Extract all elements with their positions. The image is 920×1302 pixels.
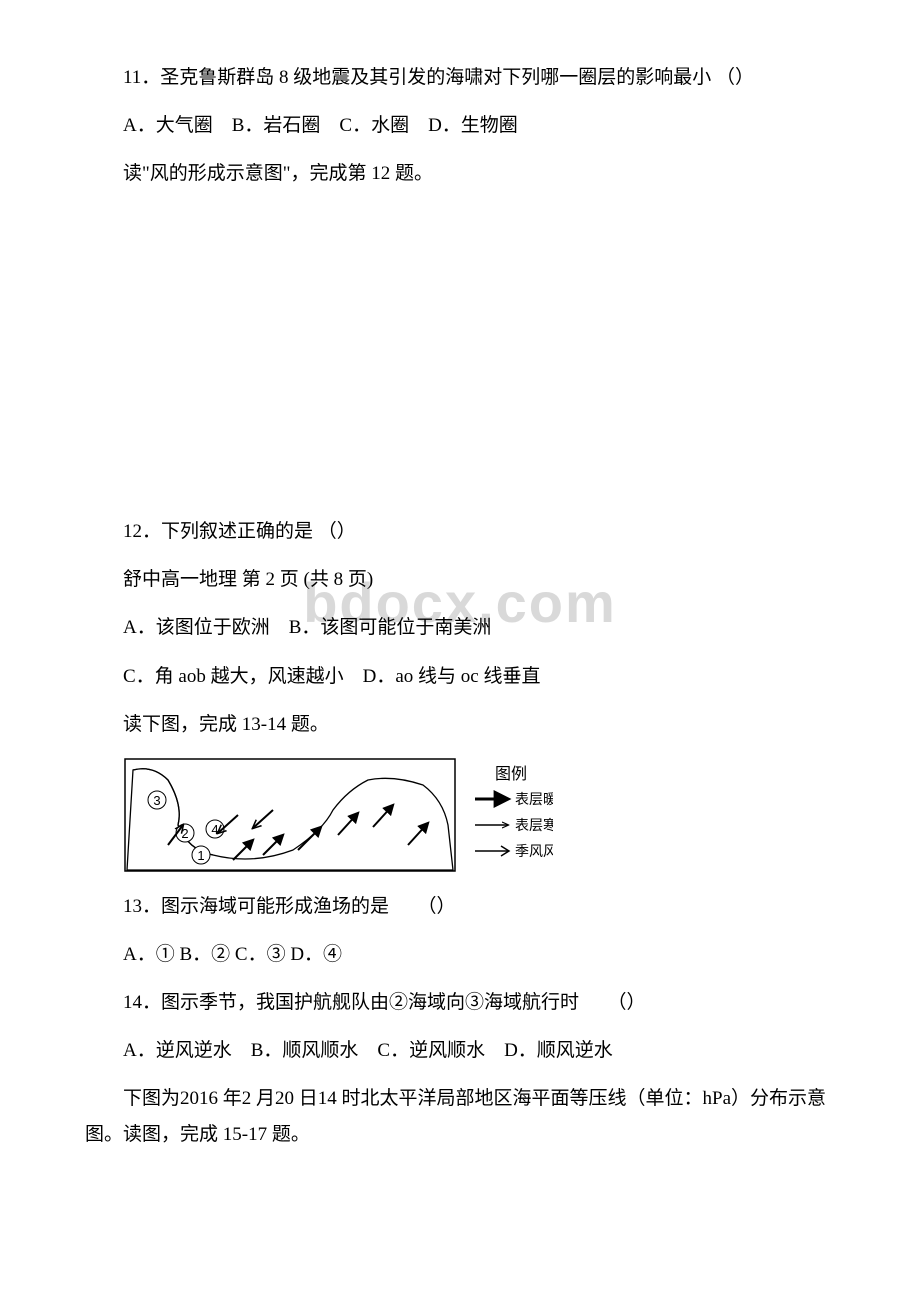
- svg-text:表层寒流: 表层寒流: [515, 817, 553, 834]
- q12-stem: 12．下列叙述正确的是 （）: [85, 514, 835, 550]
- svg-text:2: 2: [181, 826, 188, 841]
- legend-title: 图例: [495, 765, 527, 783]
- ocean-currents-figure: 3 2 4 1: [123, 755, 835, 875]
- q11-options: A．大气圈 B．岩石圈 C．水圈 D．生物圈: [85, 108, 835, 144]
- svg-text:1: 1: [197, 848, 204, 863]
- q12-options-row1: A．该图位于欧洲 B．该图可能位于南美洲: [85, 610, 835, 646]
- q12-options-row2: C．角 aob 越大，风速越小 D．ao 线与 oc 线垂直: [85, 659, 835, 695]
- svg-text:表层暖流: 表层暖流: [515, 792, 553, 808]
- missing-figure-placeholder: [85, 204, 835, 514]
- q15-intro: 下图为2016 年2 月20 日14 时北太平洋局部地区海平面等压线（单位：hP…: [85, 1081, 835, 1153]
- q14-options: A．逆风逆水 B．顺风顺水 C．逆风顺水 D．顺风逆水: [85, 1033, 835, 1069]
- q13-stem: 13．图示海域可能形成渔场的是 （）: [85, 889, 835, 925]
- q11-stem: 11．圣克鲁斯群岛 8 级地震及其引发的海啸对下列哪一圈层的影响最小 （）: [85, 60, 835, 96]
- svg-text:季风风向: 季风风向: [515, 844, 553, 860]
- q14-stem: 14．图示季节，我国护航舰队由②海域向③海域航行时 （）: [85, 985, 835, 1021]
- q12-intro: 读"风的形成示意图"，完成第 12 题。: [85, 156, 835, 192]
- svg-text:3: 3: [153, 793, 160, 808]
- document-content: 11．圣克鲁斯群岛 8 级地震及其引发的海啸对下列哪一圈层的影响最小 （） A．…: [85, 60, 835, 1153]
- q13-intro: 读下图，完成 13-14 题。: [85, 707, 835, 743]
- q13-options: A．① B．② C．③ D．④: [85, 937, 835, 973]
- svg-text:4: 4: [211, 822, 218, 837]
- page-info: 舒中高一地理 第 2 页 (共 8 页): [85, 562, 835, 598]
